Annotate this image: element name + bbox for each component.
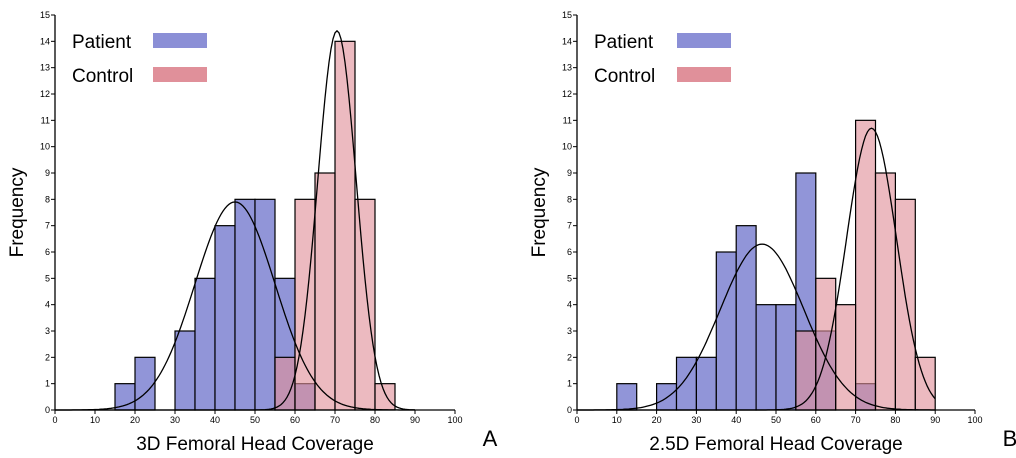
y-tick-label: 8	[45, 194, 50, 204]
bar-patient-50	[254, 198, 276, 411]
x-tick-label: 0	[52, 415, 57, 425]
x-tick-label: 100	[967, 415, 982, 425]
bar-control-80	[374, 383, 396, 411]
y-tick-label: 1	[45, 379, 50, 389]
bar-patient-15	[114, 383, 136, 411]
y-tick-label: 10	[562, 142, 572, 152]
bar-patient-25	[675, 356, 697, 411]
bar-control-75	[354, 198, 376, 411]
legend-label-control: Control	[72, 66, 133, 87]
x-tick-label: 10	[612, 415, 622, 425]
y-tick-label: 1	[567, 379, 572, 389]
legend-label-patient: Patient	[72, 32, 132, 53]
bar-patient-30	[174, 330, 196, 411]
x-tick-label: 0	[574, 415, 579, 425]
x-tick-label: 40	[731, 415, 741, 425]
legend-swatch-control	[677, 67, 731, 82]
legend-swatch-patient	[677, 33, 731, 48]
bar-control-65	[314, 172, 336, 411]
x-tick-label: 90	[930, 415, 940, 425]
y-tick-label: 10	[40, 142, 50, 152]
x-tick-label: 60	[290, 415, 300, 425]
x-tick-label: 30	[691, 415, 701, 425]
bar-patient-45	[755, 304, 777, 411]
y-tick-label: 5	[45, 273, 50, 283]
x-tick-label: 70	[330, 415, 340, 425]
y-tick-label: 11	[563, 115, 572, 125]
y-axis-label: Frequency	[529, 167, 550, 257]
bar-patient-40	[214, 225, 236, 411]
normal-curve-patient	[55, 201, 415, 411]
normal-curve-patient	[577, 243, 936, 411]
x-tick-label: 10	[90, 415, 100, 425]
x-tick-label: 50	[250, 415, 260, 425]
bar-patient-45	[234, 198, 256, 411]
x-tick-label: 90	[410, 415, 420, 425]
x-tick-label: 80	[370, 415, 380, 425]
y-tick-label: 5	[567, 273, 572, 283]
y-tick-label: 6	[45, 247, 50, 257]
bar-patient-35	[194, 277, 216, 411]
bar-control-85	[914, 356, 936, 411]
y-tick-label: 15	[40, 10, 50, 20]
y-tick-label: 14	[40, 36, 50, 46]
y-tick-label: 13	[40, 63, 50, 73]
legend-swatch-control	[153, 67, 207, 82]
bar-control-70	[334, 40, 356, 411]
bar-patient-50	[775, 304, 797, 411]
y-tick-label: 4	[567, 300, 572, 310]
y-tick-label: 7	[567, 221, 572, 231]
x-tick-label: 80	[890, 415, 900, 425]
panel-label: B	[1003, 426, 1016, 451]
bar-patient-35	[715, 251, 737, 411]
legend: Patient Control	[594, 32, 731, 87]
y-tick-label: 15	[562, 10, 572, 20]
y-tick-label: 11	[41, 115, 50, 125]
y-tick-label: 0	[45, 405, 50, 415]
panel-label: A	[483, 426, 498, 451]
bar-patient-40	[735, 225, 757, 411]
x-tick-label: 60	[811, 415, 821, 425]
x-tick-label: 20	[130, 415, 140, 425]
x-axis-label: 2.5D Femoral Head Coverage	[649, 434, 902, 455]
y-tick-label: 9	[567, 168, 572, 178]
y-tick-label: 3	[45, 326, 50, 336]
x-tick-label: 30	[170, 415, 180, 425]
bar-control-80	[894, 198, 916, 411]
y-tick-label: 2	[567, 352, 572, 362]
x-tick-label: 20	[652, 415, 662, 425]
x-axis-label: 3D Femoral Head Coverage	[136, 434, 374, 455]
y-tick-label: 13	[562, 63, 572, 73]
y-axis-label: Frequency	[7, 167, 28, 257]
y-tick-label: 4	[45, 300, 50, 310]
bar-patient-30	[695, 356, 717, 411]
y-tick-label: 6	[567, 247, 572, 257]
y-tick-label: 14	[562, 36, 572, 46]
x-tick-label: 40	[210, 415, 220, 425]
x-tick-label: 100	[447, 415, 462, 425]
legend: Patient Control	[72, 32, 207, 87]
y-tick-label: 12	[40, 89, 50, 99]
legend-label-control: Control	[594, 66, 655, 87]
x-tick-label: 70	[851, 415, 861, 425]
y-tick-label: 9	[45, 168, 50, 178]
bar-control-55	[795, 330, 817, 411]
legend-label-patient: Patient	[594, 32, 654, 53]
y-tick-label: 0	[567, 405, 572, 415]
x-tick-label: 50	[771, 415, 781, 425]
legend-swatch-patient	[153, 33, 207, 48]
y-tick-label: 2	[45, 352, 50, 362]
y-tick-label: 8	[567, 194, 572, 204]
y-tick-label: 3	[567, 326, 572, 336]
bar-patient-20	[655, 383, 678, 411]
y-tick-label: 12	[562, 89, 572, 99]
bar-patient-10	[616, 383, 638, 411]
y-tick-label: 7	[45, 221, 50, 231]
bar-patient-20	[134, 356, 156, 411]
